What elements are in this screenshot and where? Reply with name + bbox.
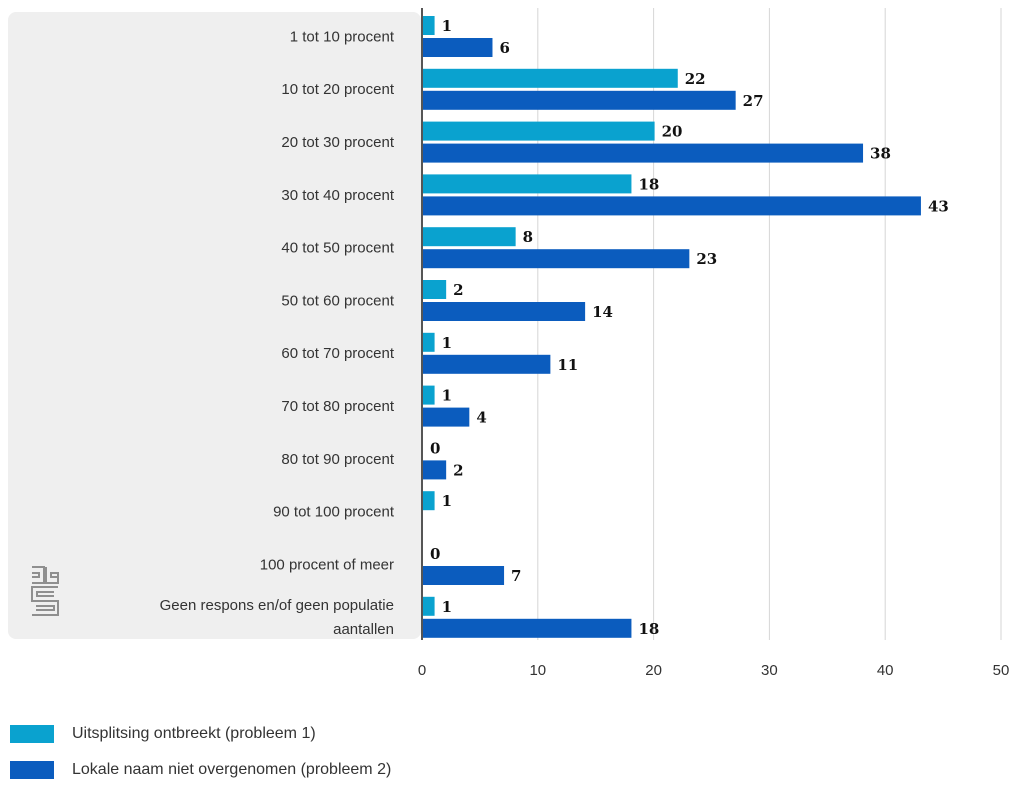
x-tick-label: 30 xyxy=(761,662,778,679)
x-tick-label: 50 xyxy=(993,662,1010,679)
category-label: 80 tot 90 procent xyxy=(281,451,394,468)
x-tick-label: 10 xyxy=(529,662,546,679)
category-label: 70 tot 80 procent xyxy=(281,398,394,415)
bar-series-1 xyxy=(423,280,447,299)
data-label-series-1: 8 xyxy=(523,228,533,246)
bar-series-1 xyxy=(423,491,435,511)
data-label-series-1: 0 xyxy=(430,545,440,563)
legend-item-series-2: Lokale naam niet overgenomen (probleem 2… xyxy=(10,760,391,780)
category-label: 30 tot 40 procent xyxy=(281,187,394,204)
bar-series-2 xyxy=(423,354,551,374)
legend-label-series-2: Lokale naam niet overgenomen (probleem 2… xyxy=(72,761,392,778)
x-tick-label: 20 xyxy=(645,662,662,679)
category-label: 50 tot 60 procent xyxy=(281,292,394,309)
data-label-series-1: 20 xyxy=(662,123,683,141)
bar-series-1 xyxy=(423,16,435,35)
data-label-series-2: 14 xyxy=(592,303,613,321)
bar-series-1 xyxy=(423,174,632,194)
bar-series-2 xyxy=(423,196,921,216)
data-label-series-1: 1 xyxy=(442,598,452,616)
cbs-logo-icon xyxy=(30,565,60,626)
bars xyxy=(423,16,921,638)
bar-series-2 xyxy=(423,618,632,638)
category-label: Geen respons en/of geen populatie xyxy=(160,597,394,614)
category-label: 1 tot 10 procent xyxy=(290,28,395,45)
category-panel xyxy=(8,12,421,639)
data-label-series-1: 1 xyxy=(442,492,452,510)
data-label-series-1: 1 xyxy=(442,17,452,35)
data-label-series-1: 1 xyxy=(442,334,452,352)
bar-series-2 xyxy=(423,249,690,269)
bar-series-1 xyxy=(423,227,516,247)
gridlines xyxy=(537,8,1002,640)
bar-series-2 xyxy=(423,143,864,163)
data-label-series-2: 11 xyxy=(557,356,578,374)
bar-series-1 xyxy=(423,385,435,405)
data-label-series-2: 18 xyxy=(638,620,659,638)
data-label-series-2: 6 xyxy=(499,39,509,57)
bar-series-2 xyxy=(423,302,586,321)
category-label: 40 tot 50 procent xyxy=(281,240,394,257)
category-label: 10 tot 20 procent xyxy=(281,81,394,98)
x-axis-ticks: 0 10 20 30 40 50 xyxy=(418,662,1010,679)
data-label-series-1: 1 xyxy=(442,387,452,405)
category-label: 20 tot 30 procent xyxy=(281,134,394,151)
data-label-series-2: 4 xyxy=(476,409,486,427)
bar-series-2 xyxy=(423,407,470,427)
category-labels: 1 tot 10 procent 10 tot 20 procent 20 tot … xyxy=(160,28,395,638)
category-label: 90 tot 100 procent xyxy=(273,504,395,521)
bar-series-1 xyxy=(423,596,435,616)
x-tick-label: 0 xyxy=(418,662,426,679)
bar-series-2 xyxy=(423,460,447,480)
legend: Uitsplitsing ontbreekt (probleem 1) Loka… xyxy=(10,724,391,796)
data-label-series-1: 18 xyxy=(638,175,659,193)
legend-label-series-1: Uitsplitsing ontbreekt (probleem 1) xyxy=(72,725,316,742)
legend-swatch-series-2 xyxy=(10,761,54,779)
data-label-series-1: 0 xyxy=(430,439,440,457)
bar-series-2 xyxy=(423,566,505,585)
legend-swatch-series-1 xyxy=(10,725,54,743)
x-tick-label: 40 xyxy=(877,662,894,679)
data-label-series-2: 7 xyxy=(511,567,521,585)
legend-item-series-1: Uitsplitsing ontbreekt (probleem 1) xyxy=(10,724,391,744)
bar-series-2 xyxy=(423,38,493,57)
data-label-series-2: 43 xyxy=(928,197,949,215)
bar-series-1 xyxy=(423,121,655,141)
data-label-series-2: 2 xyxy=(453,461,463,479)
bar-series-2 xyxy=(423,90,736,110)
category-label: aantallen xyxy=(333,621,394,638)
data-label-series-1: 22 xyxy=(685,70,706,88)
bar-series-1 xyxy=(423,68,678,88)
data-label-series-2: 38 xyxy=(870,145,891,163)
data-label-series-1: 2 xyxy=(453,281,463,299)
category-label: 60 tot 70 procent xyxy=(281,345,394,362)
category-label: 100 procent of meer xyxy=(260,556,394,573)
data-label-series-2: 27 xyxy=(743,92,764,110)
data-label-series-2: 23 xyxy=(696,250,717,268)
bar-series-1 xyxy=(423,332,435,352)
